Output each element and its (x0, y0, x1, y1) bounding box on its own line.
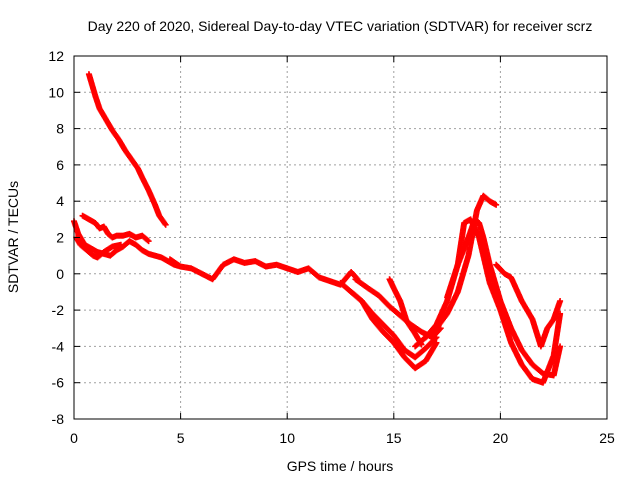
data-point (117, 241, 124, 248)
data-point (162, 221, 169, 228)
data-point (144, 237, 151, 244)
chart-title: Day 220 of 2020, Sidereal Day-to-day VTE… (88, 18, 593, 34)
series-trace-rise-a (412, 216, 564, 379)
y-tick-label: -4 (52, 338, 65, 354)
series-trace-morning-a (71, 218, 184, 270)
x-tick-label: 5 (177, 430, 185, 446)
y-tick-label: 6 (56, 157, 64, 173)
x-tick-label: 20 (493, 430, 509, 446)
x-tick-label: 25 (599, 430, 615, 446)
y-tick-label: -8 (52, 411, 65, 427)
data-point (493, 201, 500, 208)
y-tick-label: 10 (48, 84, 64, 100)
series-trace-evening (493, 261, 564, 350)
y-tick-label: -2 (52, 302, 65, 318)
gridlines (74, 56, 607, 419)
data-point (557, 298, 564, 305)
y-tick-label: 8 (56, 121, 64, 137)
series-trace-rise-b (422, 192, 500, 341)
series-trace-midday (166, 256, 361, 288)
data-point (433, 339, 440, 346)
y-tick-label: 2 (56, 230, 64, 246)
x-tick-label: 0 (70, 430, 78, 446)
y-tick-label: 4 (56, 193, 64, 209)
x-axis-label: GPS time / hours (287, 458, 394, 474)
data-point (145, 238, 152, 245)
series-trace-spike-15 (386, 276, 425, 348)
x-tick-label: 10 (279, 430, 295, 446)
axis-ticks: 0 5 10 15 20 25 -8 -6 -4 -2 0 2 4 6 8 10 12 (48, 48, 615, 446)
x-tick-label: 15 (386, 430, 402, 446)
series-trace-morning-b (79, 212, 152, 245)
y-tick-label: 12 (48, 48, 64, 64)
series-trace-afternoon-b (348, 288, 440, 372)
data-points (71, 71, 564, 386)
series-trace-high-decay (85, 71, 169, 228)
series-trace-rise-c (444, 216, 564, 386)
y-tick-label: -6 (52, 375, 65, 391)
y-tick-label: 0 (56, 266, 64, 282)
y-axis-label: SDTVAR / TECUs (5, 181, 21, 293)
